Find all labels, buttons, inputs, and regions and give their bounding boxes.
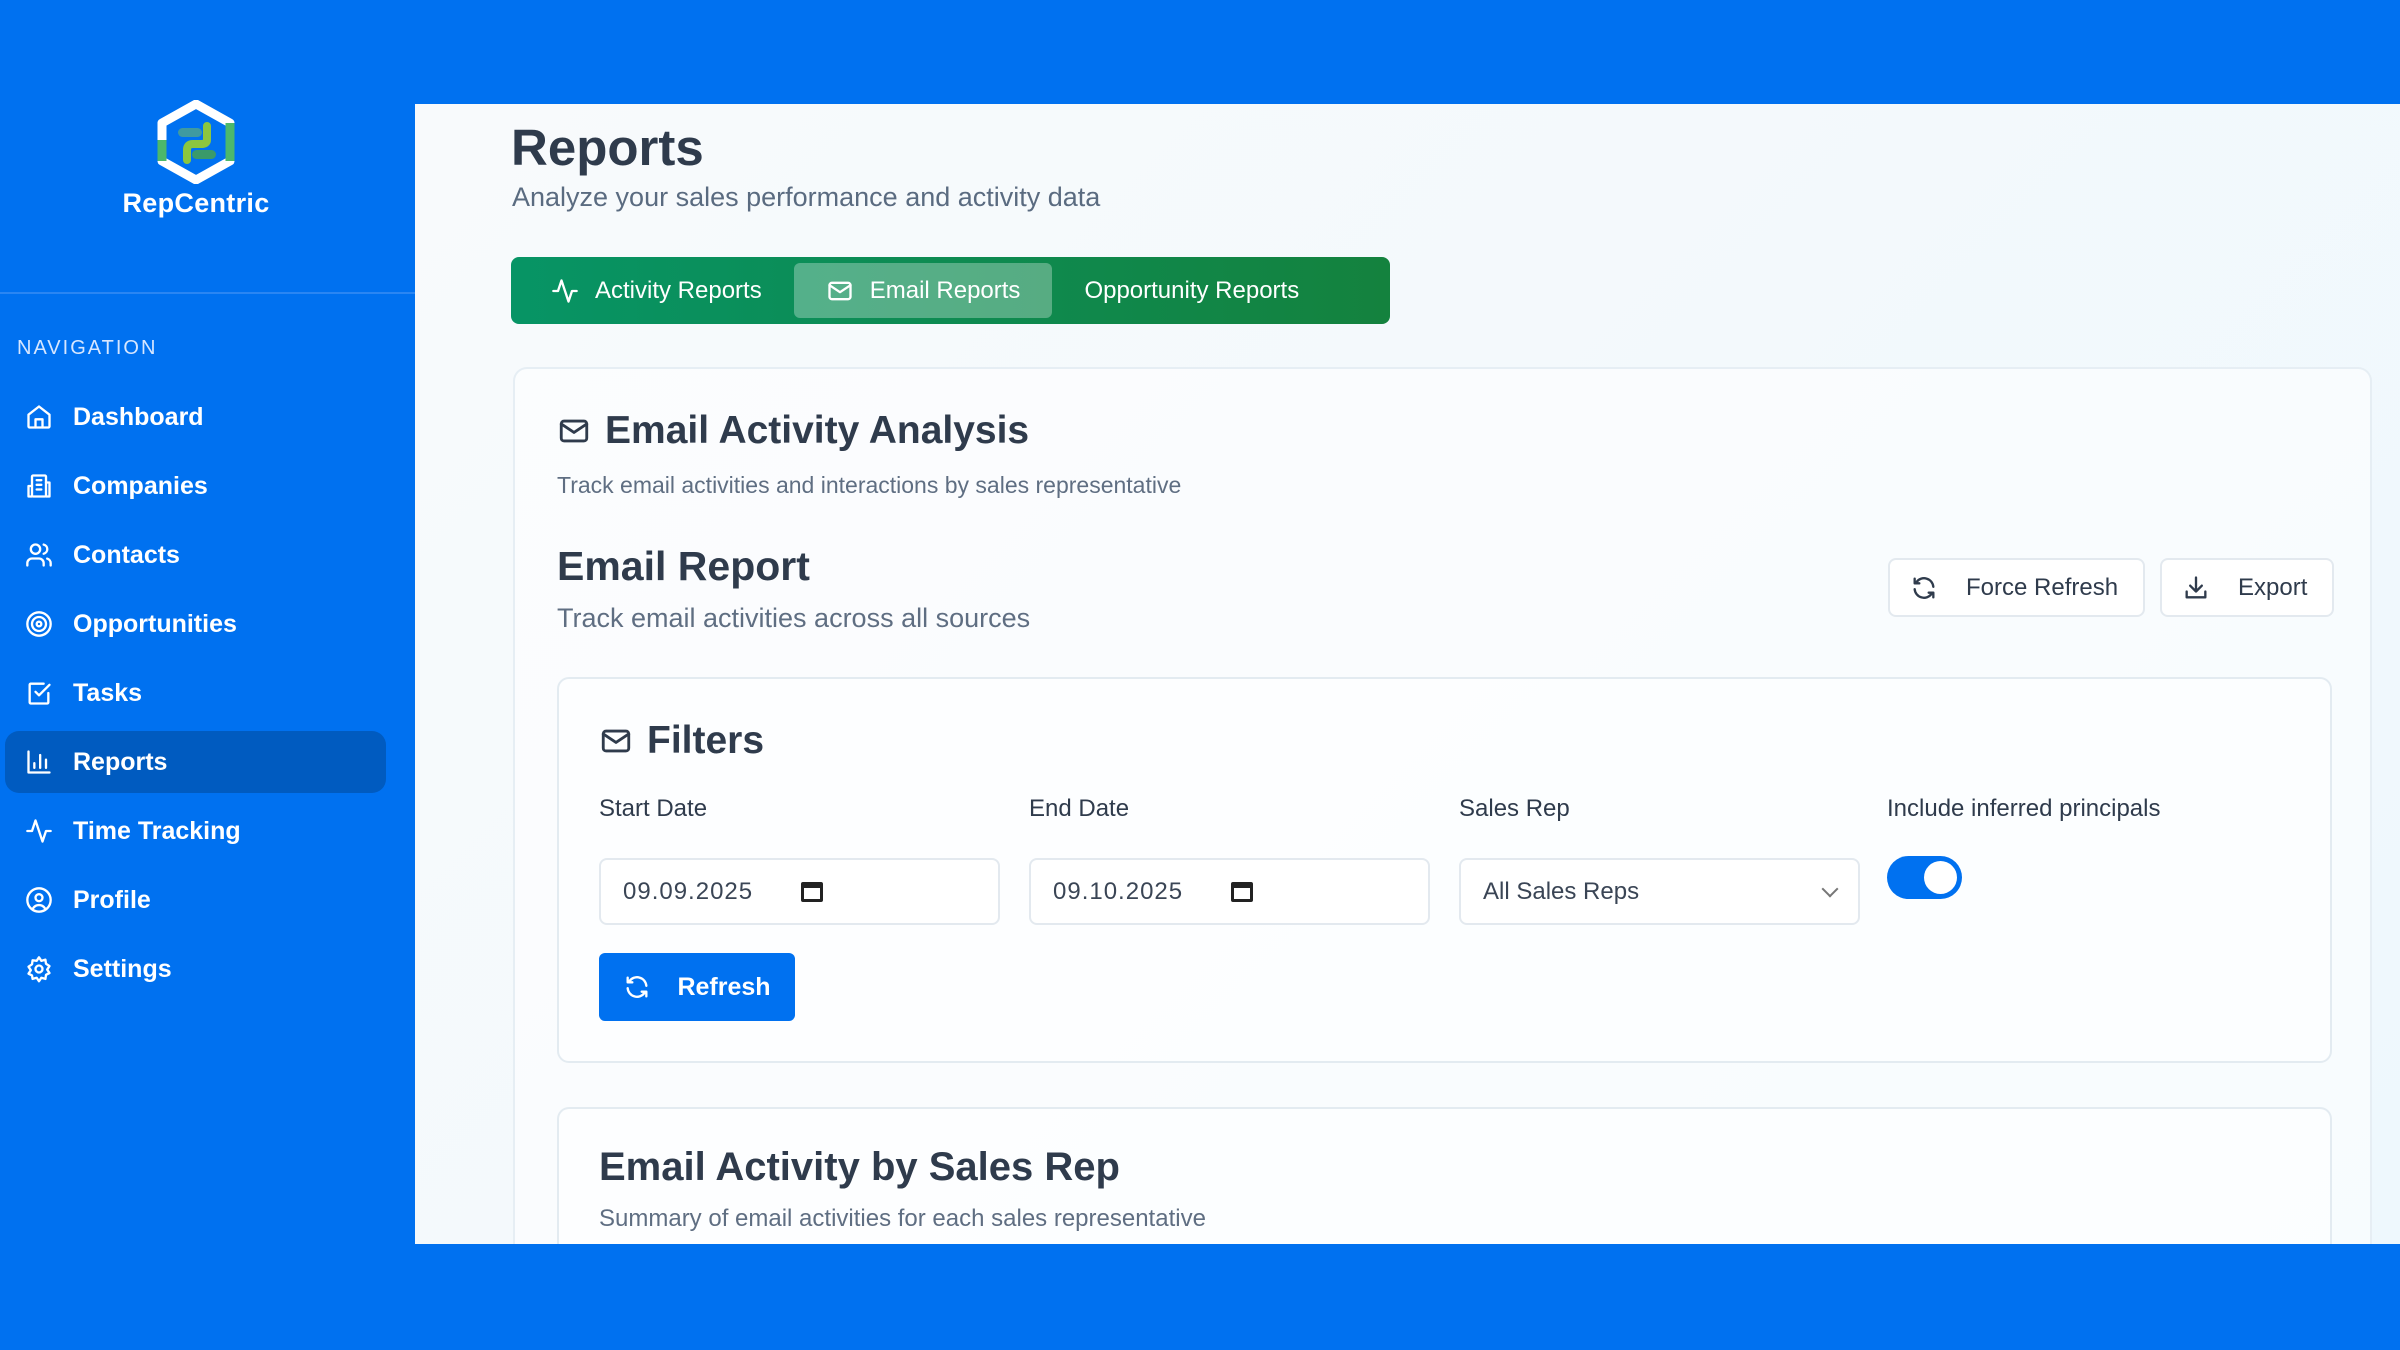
start-date-input[interactable]: 09.09.2025 (599, 858, 1000, 925)
export-button[interactable]: Export (2160, 558, 2334, 617)
chevron-down-icon (1821, 880, 1839, 897)
page-subtitle: Analyze your sales performance and activ… (512, 182, 1101, 212)
refresh-button[interactable]: Refresh (599, 953, 795, 1021)
page-title: Reports (511, 119, 704, 176)
sidebar-item-label: Contacts (73, 540, 180, 569)
download-icon (2185, 575, 2207, 598)
tab-email-reports[interactable]: Email Reports (793, 263, 1053, 318)
inferred-principals-toggle[interactable] (1887, 856, 1962, 899)
sales-rep-value: All Sales Reps (1483, 877, 1640, 905)
app-name: RepCentric (122, 188, 270, 218)
sidebar: RepCentric NAVIGATION Dashboard Companie… (0, 0, 415, 1350)
button-label: Export (2238, 573, 2308, 601)
button-label: Force Refresh (1966, 573, 2119, 601)
target-icon (26, 611, 52, 637)
mail-icon (559, 419, 589, 443)
tab-label: Opportunity Reports (1084, 276, 1300, 304)
calendar-icon[interactable] (1231, 881, 1254, 902)
filters-heading: Filters (599, 719, 764, 763)
tab-opportunity-reports[interactable]: Opportunity Reports (1052, 263, 1331, 318)
sidebar-item-opportunities[interactable]: Opportunities (5, 593, 386, 655)
report-tabs: Activity Reports Email Reports Opportuni… (511, 257, 1390, 324)
main-content: Reports Analyze your sales performance a… (415, 104, 2400, 1244)
refresh-icon (1913, 576, 1935, 599)
report-title: Email Report (557, 543, 810, 589)
force-refresh-button[interactable]: Force Refresh (1888, 558, 2145, 617)
repcentric-logo-icon (157, 100, 235, 184)
activity-icon (552, 278, 578, 303)
checkbox-icon (28, 682, 51, 705)
refresh-icon (626, 976, 648, 998)
sidebar-item-companies[interactable]: Companies (5, 455, 386, 517)
analysis-heading: Email Activity Analysis (557, 409, 1029, 453)
sidebar-item-label: Time Tracking (73, 816, 241, 845)
analysis-title: Email Activity Analysis (605, 409, 1030, 452)
start-date-label: Start Date (599, 795, 708, 822)
button-label: Refresh (677, 972, 771, 1001)
sidebar-item-time-tracking[interactable]: Time Tracking (5, 800, 386, 862)
sidebar-item-label: Tasks (73, 678, 143, 707)
sales-rep-label: Sales Rep (1459, 795, 1570, 822)
start-date-value: 09.09.2025 (623, 877, 754, 905)
sidebar-item-settings[interactable]: Settings (5, 938, 386, 1000)
sidebar-divider (0, 292, 415, 294)
bar-chart-icon (27, 750, 51, 774)
filters-panel: Filters Start Date 09.09.2025 End Date 0… (557, 677, 2332, 1063)
end-date-label: End Date (1029, 795, 1130, 822)
toggle-knob (1924, 861, 1957, 894)
tab-label: Email Reports (869, 276, 1021, 304)
inferred-principals-label: Include inferred principals (1887, 795, 2161, 822)
calendar-icon[interactable] (801, 881, 824, 902)
logo[interactable]: RepCentric (0, 100, 392, 219)
user-circle-icon (26, 887, 52, 913)
gear-icon (27, 956, 51, 983)
sidebar-item-label: Settings (73, 954, 172, 983)
sales-rep-select[interactable]: All Sales Reps (1459, 858, 1860, 925)
mail-icon (828, 281, 852, 300)
sidebar-item-contacts[interactable]: Contacts (5, 524, 386, 586)
building-icon (27, 474, 51, 498)
tab-label: Activity Reports (595, 276, 762, 304)
sidebar-item-tasks[interactable]: Tasks (5, 662, 386, 724)
mail-icon (601, 729, 631, 753)
users-icon (26, 543, 52, 567)
sidebar-item-label: Companies (73, 471, 208, 500)
by-rep-subtitle: Summary of email activities for each sal… (599, 1205, 1206, 1232)
sidebar-nav: Dashboard Companies Contacts Opportuniti… (5, 386, 386, 1007)
sidebar-item-label: Dashboard (73, 402, 204, 431)
sidebar-item-profile[interactable]: Profile (5, 869, 386, 931)
analysis-subtitle: Track email activities and interactions … (557, 472, 1182, 498)
home-icon (27, 405, 51, 429)
report-subtitle: Track email activities across all source… (557, 603, 1031, 633)
email-analysis-card: Email Activity Analysis Track email acti… (513, 367, 2372, 1244)
sidebar-item-label: Opportunities (73, 609, 237, 638)
filters-title: Filters (647, 719, 765, 762)
activity-icon (26, 819, 52, 843)
sidebar-item-label: Profile (73, 885, 151, 914)
nav-section-label: NAVIGATION (17, 337, 158, 359)
email-by-rep-panel: Email Activity by Sales Rep Summary of e… (557, 1107, 2332, 1244)
sidebar-item-reports[interactable]: Reports (5, 731, 386, 793)
by-rep-title: Email Activity by Sales Rep (599, 1145, 1120, 1189)
sidebar-item-dashboard[interactable]: Dashboard (5, 386, 386, 448)
sidebar-item-label: Reports (73, 747, 168, 776)
end-date-value: 09.10.2025 (1053, 877, 1184, 905)
end-date-input[interactable]: 09.10.2025 (1029, 858, 1430, 925)
tab-activity-reports[interactable]: Activity Reports (519, 263, 794, 318)
